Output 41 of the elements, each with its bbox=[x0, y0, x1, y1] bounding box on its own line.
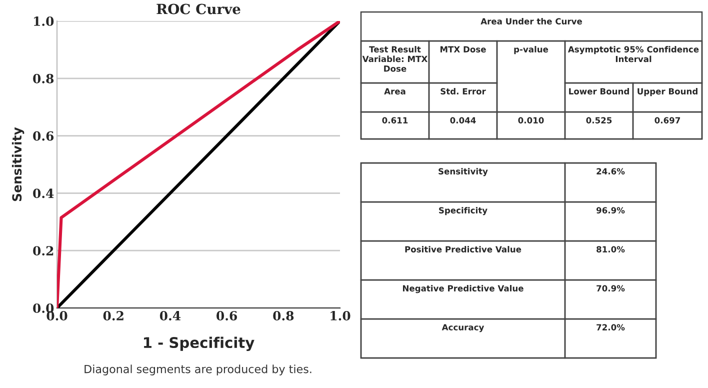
chart-title: ROC Curve bbox=[156, 4, 240, 14]
x-tick-label: 0.8 bbox=[273, 311, 294, 320]
text: Sensitivity bbox=[438, 168, 488, 176]
text: Area bbox=[384, 88, 406, 94]
x-tick-label: 1.0 bbox=[330, 311, 350, 320]
text: 0.697 bbox=[654, 117, 680, 124]
x-tick-label: 0.6 bbox=[216, 311, 237, 320]
y-tick-label: 1.0 bbox=[34, 16, 54, 26]
text: Area Under the Curve bbox=[480, 18, 582, 24]
text: Accuracy bbox=[442, 324, 484, 332]
text: 0.044 bbox=[450, 117, 476, 124]
y-tick-label: 0.2 bbox=[33, 246, 54, 256]
text: 0.010 bbox=[518, 117, 544, 124]
x-tick-label: 0.2 bbox=[103, 311, 124, 320]
text: 96.9% bbox=[596, 207, 625, 214]
x-axis-title: 1 - Specificity bbox=[144, 336, 254, 351]
text: 0.525 bbox=[586, 117, 612, 124]
text: MTX Dose bbox=[440, 46, 486, 52]
text: Test Result Variable: MTX Dose bbox=[362, 46, 428, 72]
y-tick-label: 0.0 bbox=[33, 303, 54, 313]
line-series bbox=[57, 21, 340, 308]
text: Negative Predictive Value bbox=[402, 285, 524, 294]
text: 70.9% bbox=[596, 285, 625, 292]
y-axis-title: Sensitivity bbox=[12, 127, 24, 202]
text: 24.6% bbox=[596, 168, 625, 174]
x-tick-label: 0.0 bbox=[46, 311, 68, 320]
text: Lower Bound bbox=[569, 88, 629, 94]
text: Std. Error bbox=[440, 88, 486, 94]
text: p-value bbox=[514, 46, 548, 54]
x-tick-label: 0.4 bbox=[160, 311, 181, 320]
y-tick-label: 0.4 bbox=[33, 188, 54, 198]
text: Upper Bound bbox=[638, 88, 698, 96]
text: 81.0% bbox=[596, 246, 625, 252]
text: Asymptotic 95% Confidence Interval bbox=[568, 46, 699, 62]
text: 72.0% bbox=[596, 324, 625, 330]
y-tick-label: 0.6 bbox=[33, 131, 54, 141]
text: Diagonal segments are produced by ties. bbox=[84, 364, 312, 376]
text: Specificity bbox=[439, 207, 488, 216]
y-tick-label: 0.8 bbox=[33, 74, 54, 84]
text: 0.611 bbox=[382, 117, 408, 124]
text: Positive Predictive Value bbox=[405, 246, 522, 252]
